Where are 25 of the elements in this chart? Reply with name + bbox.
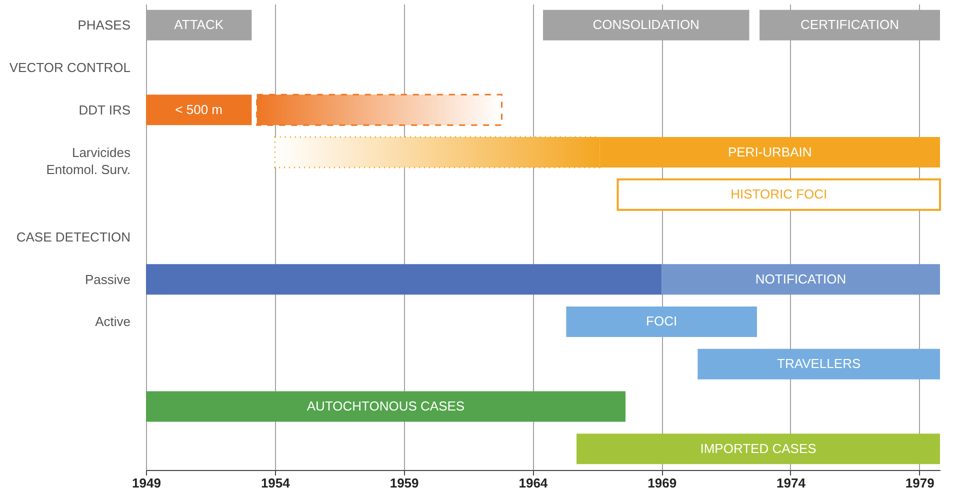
data-label: TRAVELLERS (777, 356, 861, 372)
x-tick-label: 1964 (518, 476, 548, 490)
data-label: PERI-URBAIN (728, 144, 812, 160)
data-label: IMPORTED CASES (700, 440, 817, 456)
x-tick-label: 1954 (260, 476, 291, 490)
y-tick-label: VECTOR CONTROL (9, 60, 130, 76)
y-tick-label: Active (95, 314, 130, 330)
x-tick-label: 1969 (648, 476, 677, 490)
y-tick-label: PHASES (78, 18, 131, 33)
data-label: CONSOLIDATION (592, 17, 700, 32)
y-tick-label: Larvicides Entomol. Surv. (46, 144, 131, 177)
x-tick-label: 1979 (905, 476, 934, 490)
x-tick-label: 1974 (776, 476, 806, 490)
data-label: HISTORIC FOCI (730, 186, 828, 202)
data-label: CERTIFICATION (800, 17, 900, 32)
data-label: NOTIFICATION (755, 271, 846, 286)
y-tick-label: Passive (84, 272, 130, 287)
y-tick-label: DDT IRS (78, 102, 131, 118)
data-label: < 500 m (175, 102, 223, 117)
x-tick-label: 1959 (390, 476, 419, 490)
y-tick-label: CASE DETECTION (16, 230, 130, 244)
data-label: AUTOCHTONOUS CASES (306, 398, 465, 414)
data-label: FOCI (646, 314, 678, 329)
data-label: ATTACK (174, 17, 224, 32)
x-tick-label: 1949 (132, 476, 161, 490)
